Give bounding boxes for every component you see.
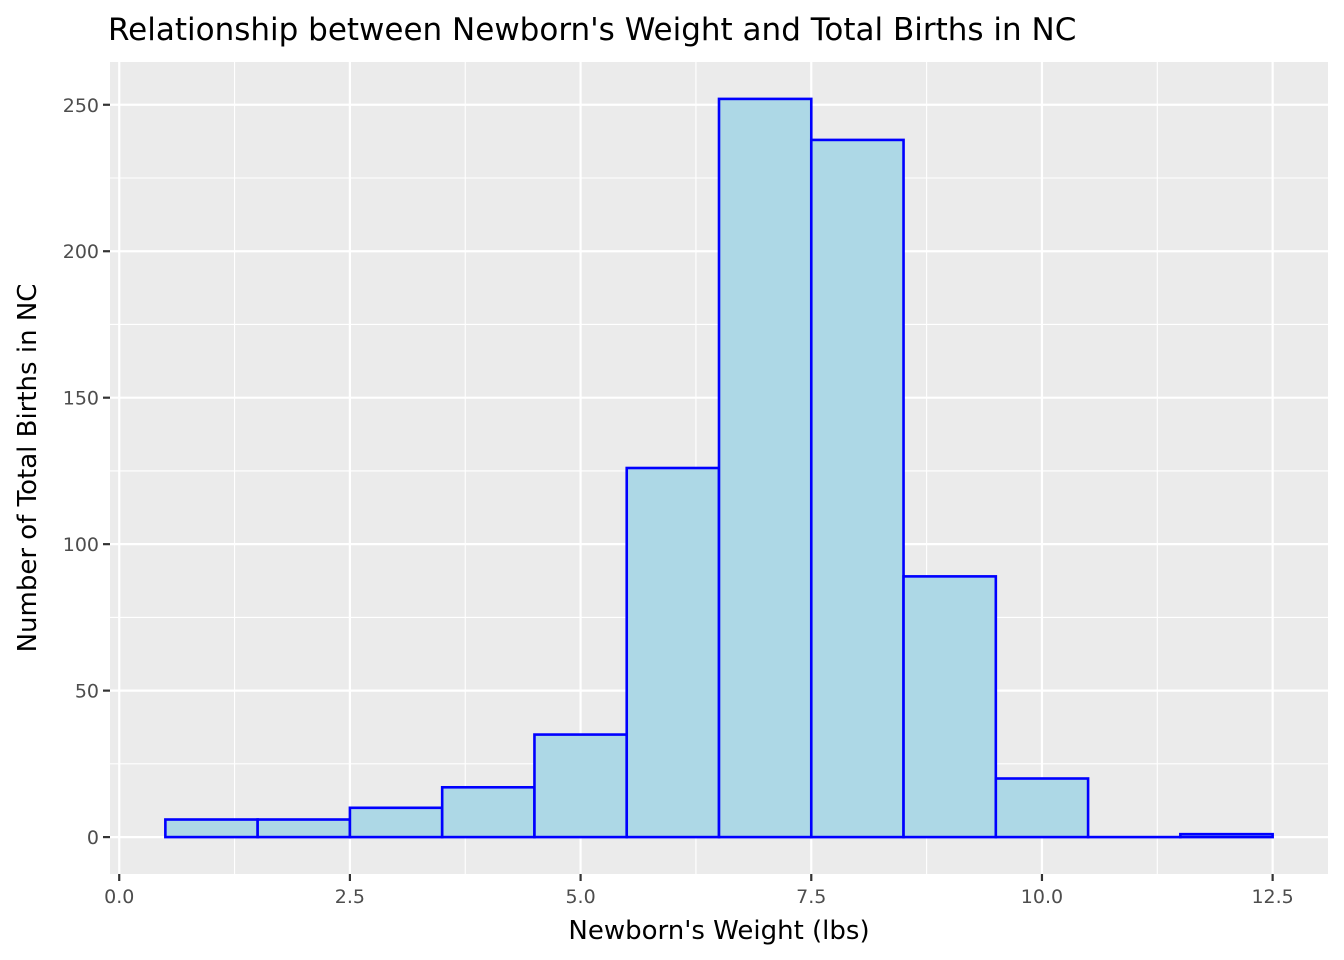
y-tick-label: 150 bbox=[63, 388, 99, 410]
y-tick-label: 50 bbox=[75, 681, 99, 703]
x-tick-label: 10.0 bbox=[1021, 886, 1063, 908]
y-tick-label: 250 bbox=[63, 95, 99, 117]
histogram-bars bbox=[164, 97, 1274, 839]
x-tick-label: 5.0 bbox=[565, 886, 595, 908]
y-axis: 0 50 100 150 200 250 bbox=[63, 95, 110, 849]
y-tick-label: 100 bbox=[63, 534, 99, 556]
histogram-bar-7 bbox=[717, 97, 813, 839]
x-axis-title: Newborn's Weight (lbs) bbox=[568, 916, 869, 946]
histogram-bar-6 bbox=[625, 466, 721, 839]
y-axis-title: Number of Total Births in NC bbox=[13, 284, 43, 653]
histogram-bar-9 bbox=[902, 575, 998, 839]
x-tick-label: 2.5 bbox=[335, 886, 365, 908]
histogram-bar-2 bbox=[256, 818, 352, 839]
x-tick-label: 12.5 bbox=[1251, 886, 1293, 908]
histogram-bar-4 bbox=[440, 785, 536, 839]
histogram-bar-5 bbox=[533, 733, 629, 839]
y-tick-label: 0 bbox=[87, 827, 99, 849]
y-tick-label: 200 bbox=[63, 241, 99, 263]
histogram-bar-1 bbox=[164, 818, 259, 839]
x-axis: 0.0 2.5 5.0 7.5 10.0 12.5 bbox=[104, 874, 1294, 908]
x-tick-label: 0.0 bbox=[104, 886, 134, 908]
x-tick-label: 7.5 bbox=[796, 886, 826, 908]
histogram-bar-8 bbox=[809, 138, 905, 839]
histogram-bar-12 bbox=[1179, 832, 1274, 839]
histogram-bar-10 bbox=[994, 777, 1090, 839]
histogram-bar-3 bbox=[348, 806, 444, 839]
chart-title: Relationship between Newborn's Weight an… bbox=[108, 12, 1076, 48]
